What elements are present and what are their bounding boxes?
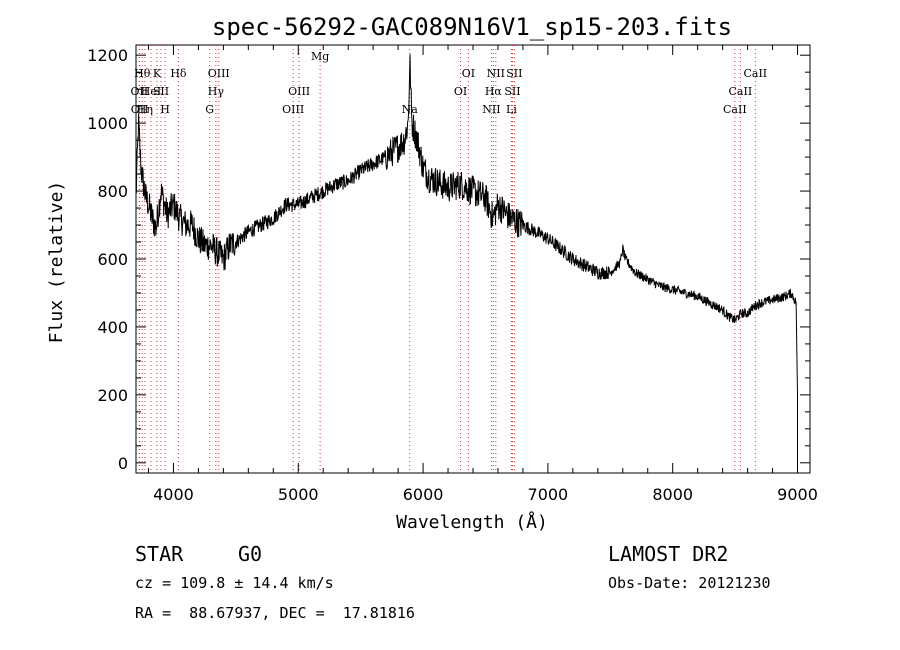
- x-tick-label: 7000: [528, 485, 569, 504]
- marker-label: CaII: [723, 103, 747, 116]
- spectrum-line: [135, 54, 798, 473]
- marker-label: OII: [131, 103, 149, 116]
- marker-label: Hγ: [208, 85, 225, 98]
- x-tick-label: 8000: [652, 485, 693, 504]
- y-tick-label: 200: [97, 386, 128, 405]
- observation-date: Obs-Date: 20121230: [608, 574, 771, 592]
- marker-label: Hθ: [134, 67, 151, 80]
- x-axis: 4000 5000 6000 7000 8000 9000: [147, 45, 818, 504]
- marker-label: Hη: [137, 103, 153, 116]
- plot-frame: [135, 44, 811, 474]
- marker-label: H: [160, 103, 170, 116]
- marker-label: OIII: [288, 85, 310, 98]
- chart-title: spec-56292-GAC089N16V1_sp15-203.fits: [212, 13, 732, 41]
- y-axis-label: Flux (relative): [46, 181, 67, 344]
- marker-label: CaII: [729, 85, 753, 98]
- marker-label: SII: [504, 85, 520, 98]
- marker-label: Na: [402, 103, 419, 116]
- marker-label: NII: [482, 103, 500, 116]
- y-axis: 0 200 400 600 800 1000 1200: [87, 46, 810, 473]
- marker-label: NII: [487, 67, 505, 80]
- marker-label: OI: [462, 67, 475, 80]
- marker-label: OIII: [282, 103, 304, 116]
- marker-label: OII: [131, 85, 149, 98]
- marker-label: HeI: [141, 85, 161, 98]
- object-subclass: G0: [238, 542, 263, 566]
- x-tick-label: 5000: [278, 485, 319, 504]
- line-marker-labels: OII OII Hθ Hη HeI K SII H Hδ G Hγ OIII OIII OIII Mg Na O…: [131, 50, 768, 116]
- x-tick-label: 9000: [777, 485, 818, 504]
- redshift-cz: cz = 109.8 ± 14.4 km/s: [135, 574, 334, 592]
- marker-label: Hδ: [170, 67, 187, 80]
- marker-label: Hα: [485, 85, 503, 98]
- marker-label: G: [205, 103, 214, 116]
- y-tick-label: 1000: [87, 114, 128, 133]
- marker-label: K: [153, 67, 162, 80]
- marker-label: SII: [506, 67, 522, 80]
- y-tick-label: 0: [118, 454, 128, 473]
- marker-label: OI: [454, 85, 467, 98]
- marker-label: SII: [153, 85, 169, 98]
- survey-name: LAMOST DR2: [608, 542, 729, 566]
- coordinates: RA = 88.67937, DEC = 17.81816: [135, 604, 415, 622]
- y-tick-label: 400: [97, 318, 128, 337]
- y-tick-label: 600: [97, 250, 128, 269]
- x-tick-label: 6000: [403, 485, 444, 504]
- marker-label: Mg: [311, 50, 329, 63]
- x-tick-label: 4000: [153, 485, 194, 504]
- y-tick-label: 1200: [87, 46, 128, 65]
- marker-label: OIII: [208, 67, 230, 80]
- object-class: STAR: [135, 542, 184, 566]
- x-axis-label: Wavelength (Å): [396, 511, 548, 533]
- marker-label: CaII: [743, 67, 767, 80]
- marker-label: Li: [506, 103, 517, 116]
- y-tick-label: 800: [97, 182, 128, 201]
- line-markers: [138, 45, 756, 473]
